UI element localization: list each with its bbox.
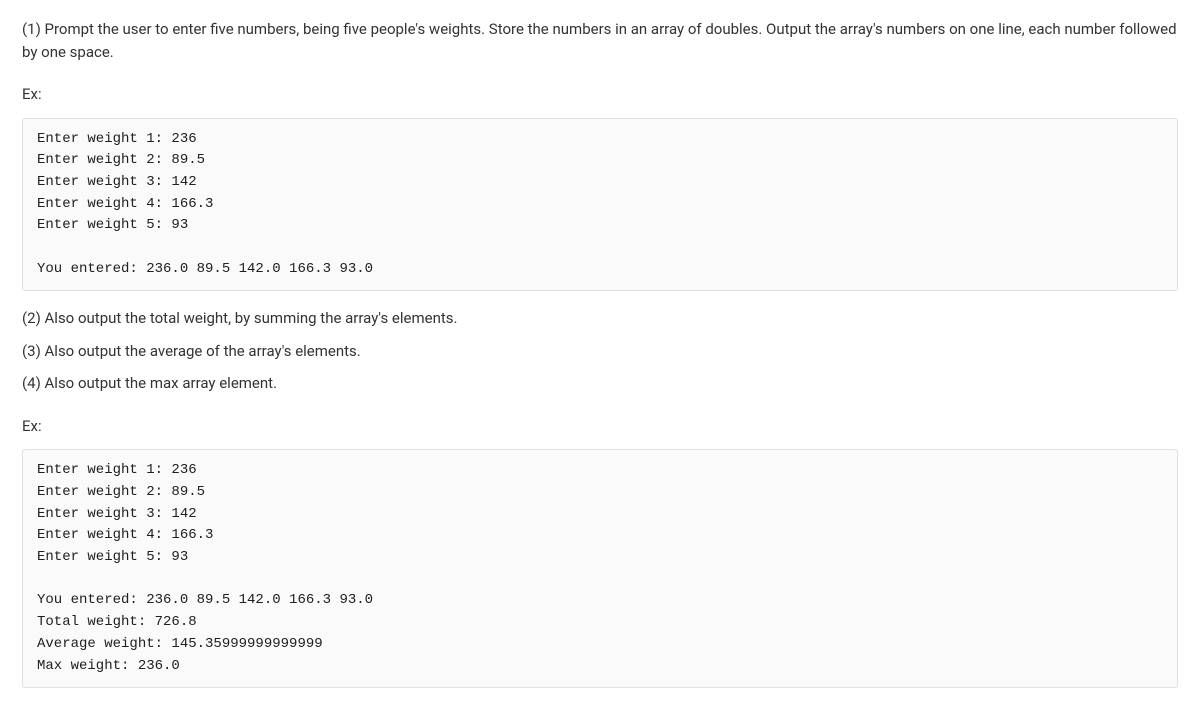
step-3-text: (3) Also output the average of the array…: [22, 340, 1178, 363]
step-1-text: (1) Prompt the user to enter five number…: [22, 18, 1178, 63]
code-example-1: Enter weight 1: 236 Enter weight 2: 89.5…: [22, 118, 1178, 292]
step-4-text: (4) Also output the max array element.: [22, 372, 1178, 395]
example-label-1: Ex:: [22, 83, 1178, 106]
example-label-2: Ex:: [22, 415, 1178, 438]
step-2-text: (2) Also output the total weight, by sum…: [22, 307, 1178, 330]
code-example-2: Enter weight 1: 236 Enter weight 2: 89.5…: [22, 449, 1178, 688]
